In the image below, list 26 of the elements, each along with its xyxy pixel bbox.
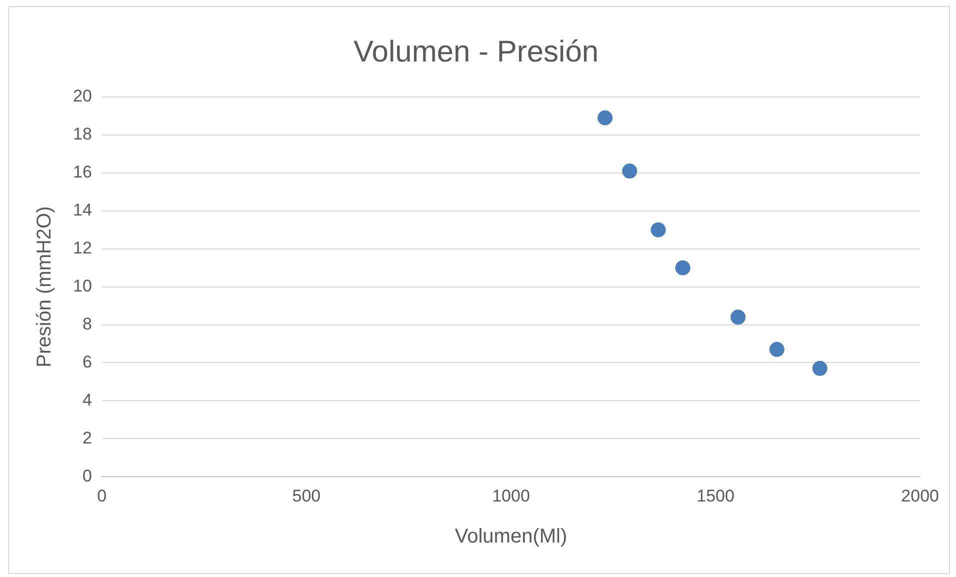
x-tick-label: 500 [292,486,321,506]
y-tick-label: 20 [72,86,92,106]
x-tick-label: 1500 [696,486,734,506]
y-tick-label: 16 [72,162,92,182]
y-tick-label: 8 [82,314,92,334]
y-tick-label: 10 [72,276,92,296]
x-tick-label: 1000 [492,486,530,506]
y-tick-label: 0 [82,466,92,486]
point [812,360,828,376]
x-tick-label: 2000 [901,486,940,506]
x-axis-title: Volumen(Ml) [454,526,568,548]
y-axis-title: Presión (mmH2O) [34,206,56,368]
y-tick-label: 4 [82,390,92,410]
point [598,110,613,126]
y-tick-label: 18 [72,124,92,144]
point [622,164,638,179]
y-tick-label: 12 [72,238,92,258]
y-tick-label: 2 [82,428,92,448]
y-tick-label: 6 [82,352,92,372]
y-tick-label: 14 [72,200,92,220]
point [769,342,784,357]
x-tick-label: 0 [97,486,107,506]
point [730,310,746,325]
chart-title: Volumen - Presión [353,35,599,68]
point [675,260,690,276]
point [650,222,666,238]
